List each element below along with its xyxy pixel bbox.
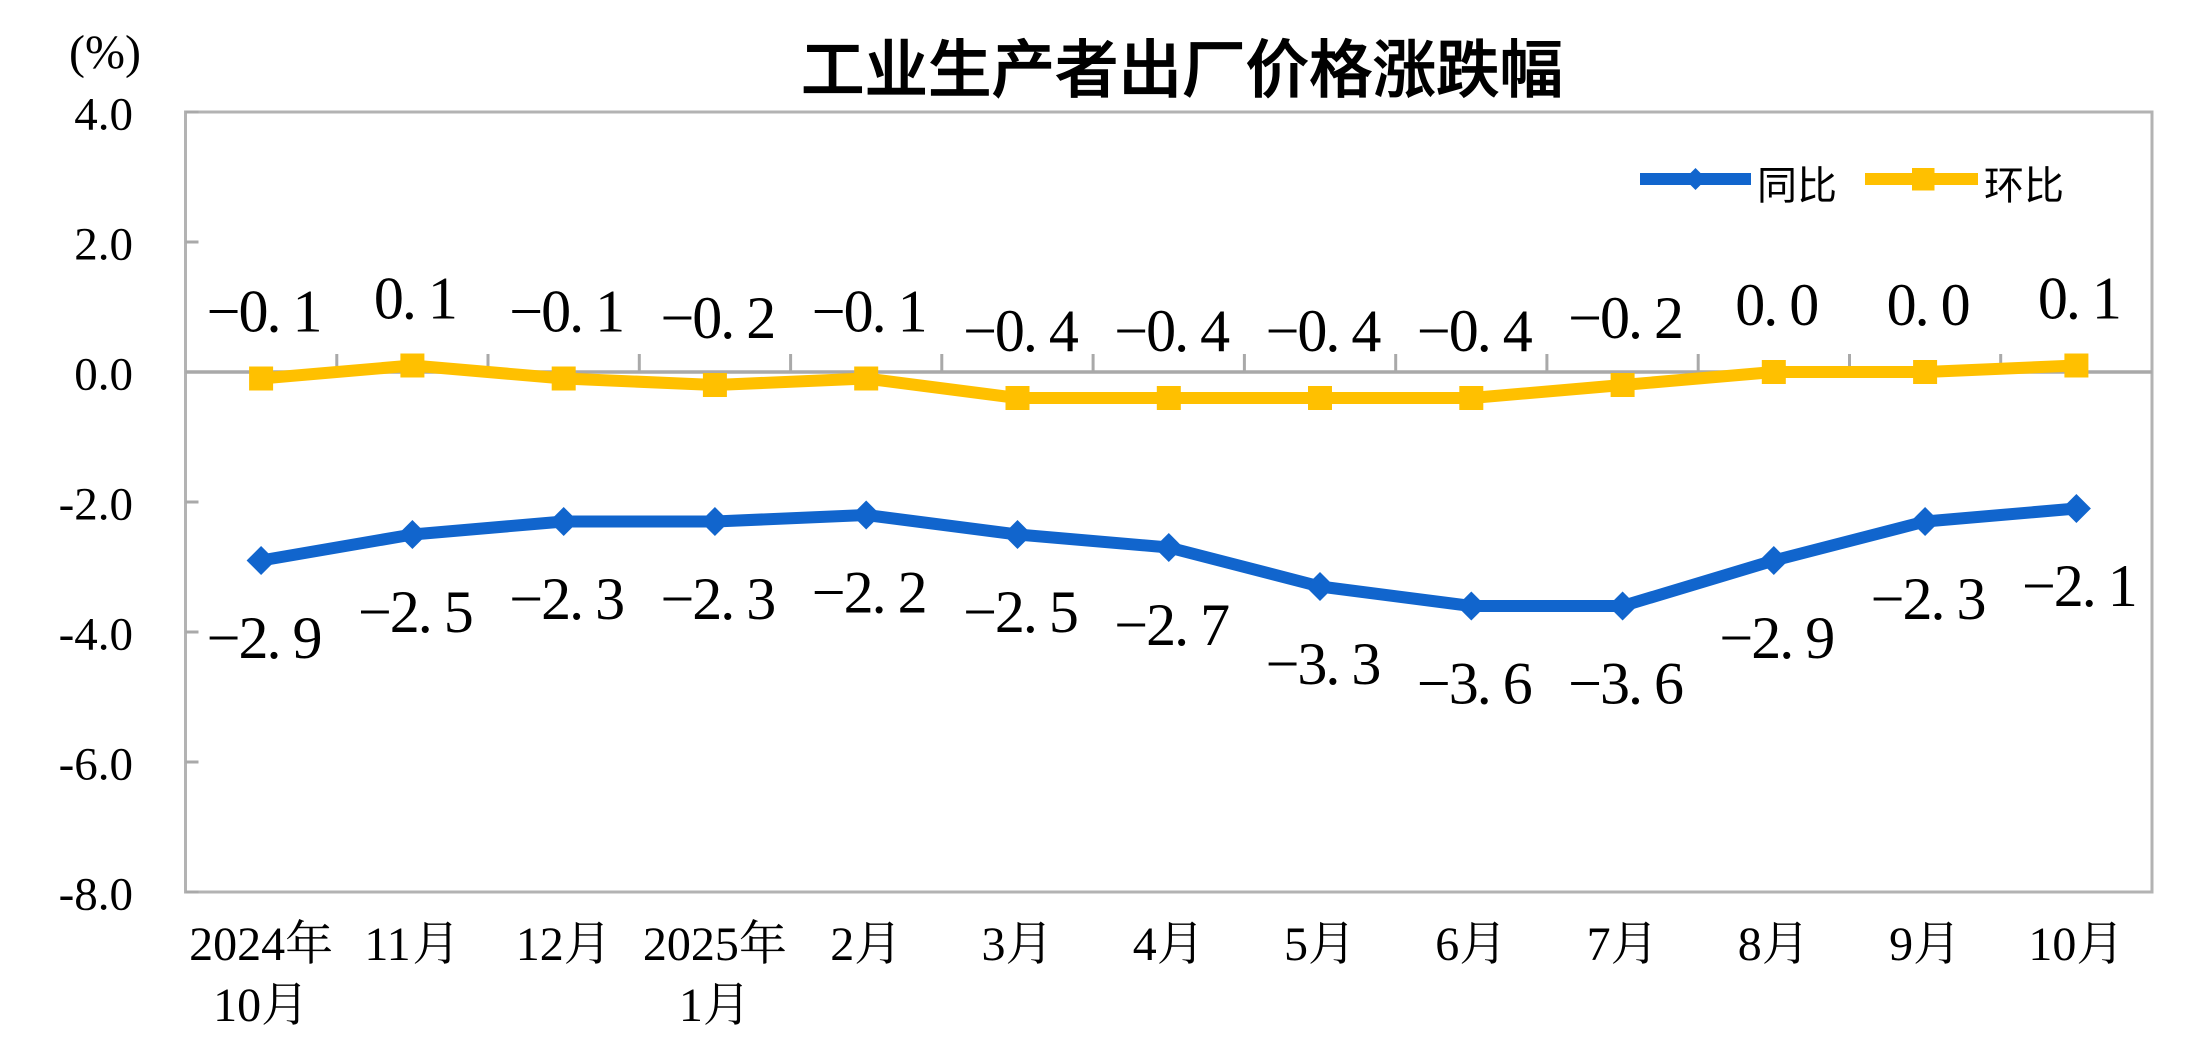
svg-text:9: 9 xyxy=(1889,918,1913,971)
svg-text:−0. 2: −0. 2 xyxy=(660,285,774,351)
svg-text:-8.0: -8.0 xyxy=(59,869,133,921)
svg-text:−3. 3: −3. 3 xyxy=(1266,631,1380,697)
svg-text:−2. 1: −2. 1 xyxy=(2022,553,2136,619)
svg-text:−0. 4: −0. 4 xyxy=(1114,298,1230,364)
svg-text:0.0: 0.0 xyxy=(74,349,133,401)
svg-text:−0. 1: −0. 1 xyxy=(812,279,926,345)
svg-text:10: 10 xyxy=(213,979,261,1032)
svg-text:2024: 2024 xyxy=(189,918,285,971)
svg-text:−2. 3: −2. 3 xyxy=(509,566,623,632)
svg-text:−2. 5: −2. 5 xyxy=(358,579,472,645)
svg-text:7: 7 xyxy=(1587,918,1611,971)
svg-text:−0. 1: −0. 1 xyxy=(509,279,623,345)
svg-text:−0. 1: −0. 1 xyxy=(207,279,321,345)
svg-text:2: 2 xyxy=(830,918,854,971)
svg-text:0. 0: 0. 0 xyxy=(1887,272,1969,338)
svg-text:3: 3 xyxy=(982,918,1006,971)
svg-text:11: 11 xyxy=(364,918,410,971)
svg-text:6: 6 xyxy=(1435,918,1459,971)
svg-text:-4.0: -4.0 xyxy=(59,609,133,661)
svg-text:5: 5 xyxy=(1284,918,1308,971)
svg-text:12: 12 xyxy=(516,918,564,971)
svg-text:-2.0: -2.0 xyxy=(59,479,133,531)
svg-text:4.0: 4.0 xyxy=(74,89,133,141)
svg-text:2025: 2025 xyxy=(643,918,739,971)
svg-text:8: 8 xyxy=(1738,918,1762,971)
svg-text:0. 1: 0. 1 xyxy=(374,266,456,332)
svg-text:−0. 2: −0. 2 xyxy=(1568,285,1682,351)
svg-text:2.0: 2.0 xyxy=(74,219,133,271)
svg-text:−0. 4: −0. 4 xyxy=(963,298,1079,364)
svg-text:−0. 4: −0. 4 xyxy=(1417,298,1533,364)
svg-text:−2. 5: −2. 5 xyxy=(963,579,1077,645)
svg-text:4: 4 xyxy=(1133,918,1157,971)
svg-text:-6.0: -6.0 xyxy=(59,739,133,791)
svg-text:1: 1 xyxy=(679,979,703,1032)
svg-text:−2. 3: −2. 3 xyxy=(660,566,774,632)
svg-text:(%): (%) xyxy=(69,26,141,79)
svg-text:−2. 2: −2. 2 xyxy=(812,560,926,626)
svg-text:−3. 6: −3. 6 xyxy=(1417,651,1532,717)
svg-text:0. 0: 0. 0 xyxy=(1735,272,1817,338)
svg-text:−2. 7: −2. 7 xyxy=(1114,592,1229,658)
svg-text:−2. 9: −2. 9 xyxy=(207,605,321,671)
svg-text:−0. 4: −0. 4 xyxy=(1266,298,1382,364)
svg-text:−2. 9: −2. 9 xyxy=(1719,605,1833,671)
svg-text:−2. 3: −2. 3 xyxy=(1871,566,1985,632)
svg-text:10: 10 xyxy=(2028,918,2076,971)
svg-text:0. 1: 0. 1 xyxy=(2038,266,2120,332)
svg-text:−3. 6: −3. 6 xyxy=(1568,651,1683,717)
